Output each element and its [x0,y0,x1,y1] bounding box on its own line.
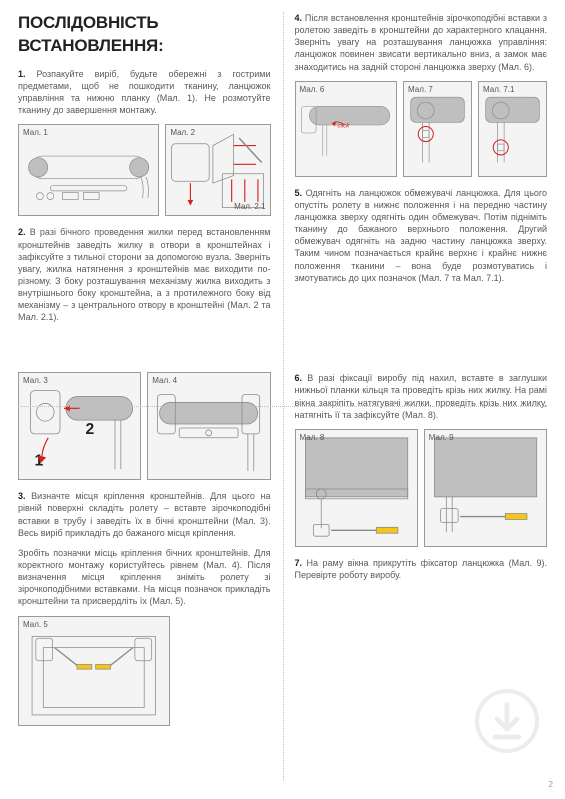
figure-8: Мал. 8 [295,429,418,547]
step-1-text: 1. Розпакуйте виріб, будьте обережні з г… [18,68,271,117]
figure-5-label: Мал. 5 [23,620,48,631]
watermark-icon [475,689,539,753]
step-3-text-b: Зробіть позначки місць кріплення бічних … [18,547,271,608]
figure-2-label: Мал. 2 [170,128,195,139]
step-7-text: 7. На раму вікна прикрутіть фіксатор лан… [295,557,548,581]
figure-6-label: Мал. 6 [300,85,325,96]
figure-4-label: Мал. 4 [152,376,177,387]
figure-5: Мал. 5 [18,616,170,726]
page-number: 2 [549,780,553,791]
step-6-text: 6. В разі фіксації виробу під нахил, вст… [295,372,548,421]
figure-7-label: Мал. 7 [408,85,433,96]
figure-2: Мал. 2 Мал. 2.1 [165,124,270,216]
step-4-text: 4. Після встановлення кронштейнів зірочк… [295,12,548,73]
figure-21-label: Мал. 2.1 [234,202,265,213]
figure-71-label: Мал. 7.1 [483,85,514,96]
figure-1-label: Мал. 1 [23,128,48,139]
step-3-text-a: 3. Визначте місця кріплення кронштейнів.… [18,490,271,539]
figure-71: Мал. 7.1 [478,81,547,177]
step-2-text: 2. В разі бічного проведення жилки перед… [18,226,271,323]
figure-9: Мал. 9 [424,429,547,547]
figure-4: Мал. 4 [147,372,270,480]
page-title: ПОСЛІДОВНІСТЬ ВСТАНОВЛЕННЯ: [18,12,271,58]
figure-6: Мал. 6 click [295,81,398,177]
figure-3-label: Мал. 3 [23,376,48,387]
figure-8-label: Мал. 8 [300,433,325,444]
figure-1: Мал. 1 [18,124,159,216]
figure-7: Мал. 7 [403,81,472,177]
horizontal-divider [18,406,547,407]
figure-3: Мал. 3 2 1 [18,372,141,480]
figure-9-label: Мал. 9 [429,433,454,444]
step-5-text: 5. Одягніть на ланцюжок обмежувачі ланцю… [295,187,548,284]
vertical-divider [283,12,284,781]
callout-2: 2 [86,421,95,438]
